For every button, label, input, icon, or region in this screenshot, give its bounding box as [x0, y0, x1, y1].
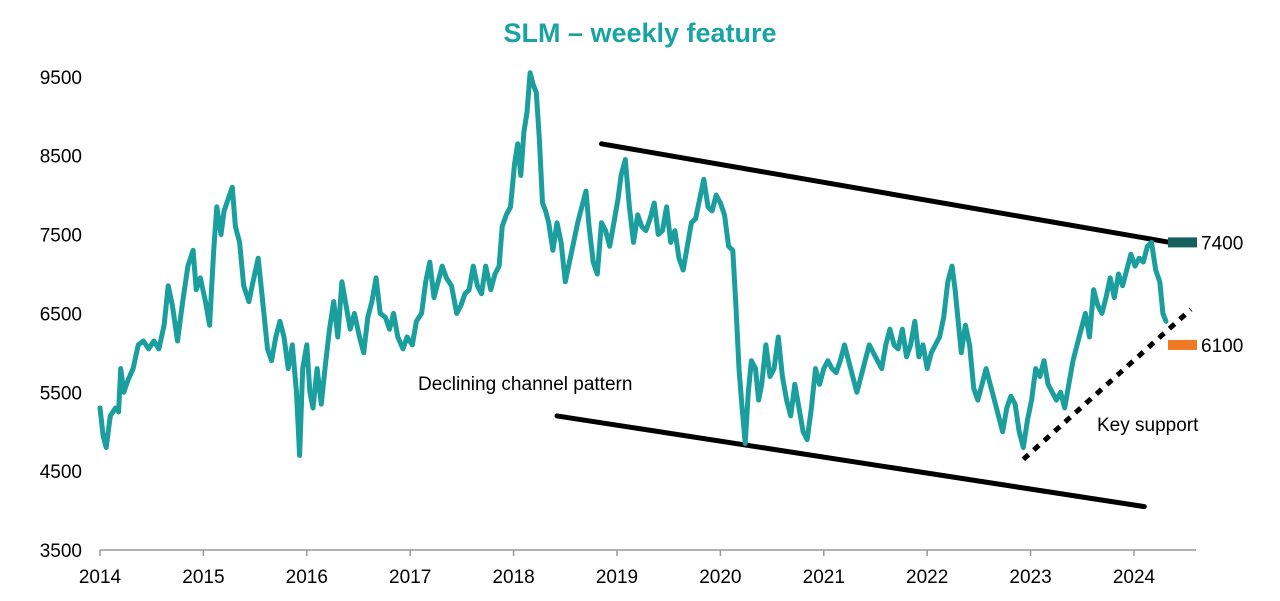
y-tick-label: 8500	[40, 147, 82, 168]
x-tick-label: 2022	[906, 567, 948, 588]
x-tick-label: 2016	[286, 567, 328, 588]
y-tick-label: 9500	[40, 68, 82, 89]
annotation-lines	[554, 141, 1193, 510]
upper-level-marker	[1168, 237, 1197, 248]
level-markers: 7400 6100	[1168, 233, 1243, 357]
x-tick-label: 2017	[389, 567, 431, 588]
x-tick-label: 2018	[492, 567, 534, 588]
y-tick-label: 5500	[40, 383, 82, 404]
support-trend-line	[1021, 307, 1193, 462]
x-tick-label: 2015	[182, 567, 224, 588]
price-series	[97, 70, 1169, 458]
chart-title: SLM – weekly feature	[503, 18, 776, 48]
y-tick-label: 4500	[40, 462, 82, 483]
y-tick-label: 7500	[40, 226, 82, 247]
x-tick-label: 2023	[1009, 567, 1051, 588]
y-tick-label: 6500	[40, 304, 82, 325]
channel-label: Declining channel pattern	[418, 374, 632, 395]
x-tick-label: 2020	[699, 567, 741, 588]
lower-level-marker	[1168, 339, 1197, 350]
y-axis: 3500 4500 5500 6500 7500 8500 9500	[40, 68, 82, 562]
price-line	[97, 70, 1169, 458]
lower-level-label: 6100	[1201, 336, 1243, 357]
upper-channel-line	[598, 141, 1173, 245]
x-axis: 2014 2015 2016 2017 2018 2019 2020 2021 2022 2023…	[79, 549, 1196, 588]
lower-channel-line	[554, 413, 1147, 510]
x-tick-label: 2024	[1113, 567, 1156, 588]
upper-level-label: 7400	[1201, 233, 1243, 254]
x-tick-label: 2014	[79, 567, 122, 588]
support-label: Key support	[1097, 415, 1199, 436]
x-tick-label: 2021	[803, 567, 845, 588]
y-tick-label: 3500	[40, 541, 82, 562]
x-tick-label: 2019	[596, 567, 638, 588]
